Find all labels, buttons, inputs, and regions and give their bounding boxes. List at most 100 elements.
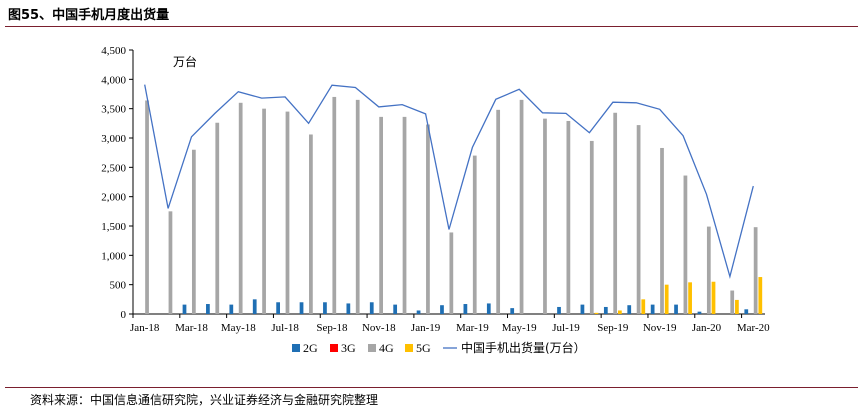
bar-2g-jan-20 (697, 311, 702, 314)
bar-2g-aug-18 (299, 302, 304, 314)
bar-2g-sep-18 (323, 302, 327, 314)
x-tick-label: Mar-18 (175, 322, 208, 334)
bar-2g-may-19 (510, 308, 515, 314)
bar-4g-oct-18 (355, 99, 360, 314)
bar-2g-mar-20 (744, 309, 749, 314)
legend-label-1: 3G (341, 341, 356, 355)
chart-area: 0 500 1,000 1,500 2,000 2,500 3,000 3,500 4,000 4… (101, 45, 770, 355)
bar-4g-mar-18 (191, 149, 196, 314)
bar-2g-nov-19 (650, 304, 655, 314)
bar-4g-feb-18 (168, 211, 173, 314)
bar-4g-apr-18 (215, 122, 220, 314)
y-tick-label: 1,000 (101, 250, 126, 262)
bar-4g-jun-19 (543, 118, 547, 314)
y-tick-label: 2,000 (101, 192, 126, 204)
x-tick-label: Sep-19 (597, 322, 629, 334)
bar-4g-dec-18 (402, 116, 407, 314)
bar-4g-mar-20 (753, 227, 758, 314)
y-tick-label: 1,500 (101, 221, 126, 233)
legend-label-3: 5G (416, 341, 431, 355)
bar-5g-feb-20 (735, 299, 739, 314)
x-tick-label: Nov-18 (362, 322, 396, 334)
y-tick-label: 3,500 (101, 104, 126, 116)
bar-5g-dec-19 (688, 282, 692, 314)
bar-4g-aug-19 (589, 140, 594, 314)
bar-5g-jan-20 (711, 281, 716, 314)
bar-2g-oct-18 (346, 303, 351, 314)
bar-4g-jul-18 (285, 111, 290, 314)
shipment-line (144, 84, 754, 279)
source-note: 资料来源：中国信息通信研究院，兴业证券经济与金融研究院整理 (30, 393, 379, 407)
bar-2g-nov-18 (369, 302, 374, 314)
bar-2g-sep-19 (603, 306, 608, 314)
bar-4g-jan-19 (426, 124, 430, 314)
y-tick-label: 4,000 (101, 74, 126, 86)
x-tick-label: Mar-20 (737, 322, 770, 334)
bar-2g-jul-19 (557, 306, 561, 314)
bar-4g-jul-19 (566, 120, 571, 314)
x-tick-label: Sep-18 (316, 322, 348, 334)
legend-swatch-3 (405, 344, 413, 352)
bar-2g-dec-19 (674, 304, 678, 314)
bar-4g-apr-19 (496, 109, 501, 314)
shipment-line-group (144, 84, 754, 279)
bar-4g-mar-19 (472, 155, 477, 314)
bar-4g-sep-18 (332, 96, 337, 314)
bar-4g-may-19 (519, 99, 524, 314)
bar-5g-sep-19 (618, 310, 622, 314)
axes (132, 50, 765, 315)
bar-2g-mar-18 (182, 304, 187, 314)
bar-4g-may-18 (238, 102, 243, 314)
title-rule (5, 26, 858, 27)
bar-2g-jan-19 (416, 310, 421, 314)
unit-label: 万台 (173, 54, 197, 69)
legend-swatch-2 (368, 344, 376, 352)
bar-5g-mar-20 (758, 277, 763, 314)
legend-label-0: 2G (303, 341, 318, 355)
bar-5g-nov-19 (664, 284, 669, 314)
x-tick-label: Mar-19 (456, 322, 489, 334)
legend-label-2: 4G (379, 341, 394, 355)
bar-4g-jun-18 (262, 108, 266, 315)
x-tick-label: Jul-19 (552, 322, 580, 334)
legend-swatch-0 (292, 344, 300, 352)
bar-4g-dec-19 (683, 175, 688, 314)
bar-2g-dec-18 (393, 304, 398, 314)
bar-4g-nov-18 (379, 116, 383, 314)
x-axis-ticks: Jan-18 Mar-18 May-18 Jul-18 Sep-18 Nov-18 Jan-… (130, 314, 770, 334)
x-tick-label: Jan-19 (411, 322, 441, 334)
x-tick-label: Nov-19 (643, 322, 677, 334)
bars-group (145, 96, 763, 315)
x-tick-label: Jan-18 (130, 322, 160, 334)
x-tick-label: May-18 (221, 322, 256, 334)
bar-5g-aug-19 (594, 312, 599, 314)
bar-2g-jul-18 (276, 302, 280, 314)
bar-4g-feb-19 (449, 232, 454, 314)
bar-4g-jan-18 (145, 100, 149, 314)
bar-2g-apr-19 (486, 303, 491, 314)
bar-4g-feb-20 (730, 290, 735, 314)
x-tick-label: Jan-20 (692, 322, 722, 334)
bar-4g-aug-18 (309, 134, 313, 314)
bar-5g-oct-19 (641, 299, 646, 314)
y-tick-label: 0 (121, 309, 127, 321)
legend-label-4: 中国手机出货量(万台） (461, 340, 586, 355)
bar-2g-may-18 (229, 304, 234, 314)
bar-2g-mar-19 (463, 304, 468, 314)
bar-4g-nov-19 (660, 147, 664, 314)
figure-title: 图55、中国手机月度出货量 (8, 8, 170, 23)
y-tick-label: 2,500 (101, 162, 126, 174)
bar-4g-jan-20 (706, 226, 711, 314)
source-rule (5, 387, 858, 388)
bar-2g-aug-19 (580, 304, 585, 314)
x-tick-label: May-19 (502, 322, 537, 334)
bar-2g-apr-18 (206, 304, 210, 314)
y-tick-label: 3,000 (101, 133, 126, 145)
y-tick-label: 500 (110, 280, 127, 292)
bar-2g-jun-18 (252, 299, 257, 314)
legend: 2G 3G 4G 5G 中国手机出货量(万台） (292, 340, 586, 355)
bar-2g-feb-19 (440, 305, 444, 314)
y-tick-label: 4,500 (101, 45, 126, 57)
bar-2g-oct-19 (627, 305, 632, 314)
bar-4g-sep-19 (613, 112, 618, 314)
